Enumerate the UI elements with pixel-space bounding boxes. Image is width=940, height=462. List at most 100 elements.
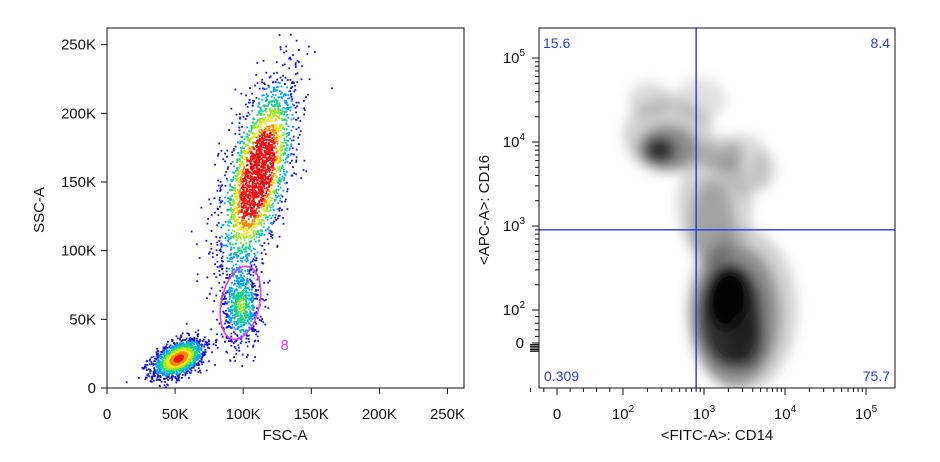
event-dot [242,280,244,283]
event-dot [276,127,278,130]
event-dot [268,279,271,282]
event-dot [243,279,246,282]
event-dot [267,139,270,141]
event-dot [240,335,243,338]
gate-percent-label: 8 [280,337,288,354]
event-dot [255,323,258,325]
event-dot [246,278,249,280]
event-dot [192,359,195,362]
event-dot [263,187,266,190]
event-dot [239,117,241,120]
event-dot [240,321,242,324]
event-dot [207,346,209,349]
event-dot [260,175,262,178]
event-dot [254,84,256,87]
event-dot [176,352,179,354]
event-dot [283,51,285,54]
event-dot [249,261,252,264]
event-dot [236,159,239,162]
event-dot [285,157,288,159]
event-dot [279,124,282,127]
event-dot [302,169,305,171]
event-dot [257,105,259,108]
event-dot [272,128,275,131]
event-dot [256,144,258,146]
event-dot [196,334,199,336]
event-dot [258,214,260,217]
event-dot [157,379,160,381]
event-dot [252,218,255,221]
event-dot [187,332,190,335]
event-dot [232,189,235,191]
event-dot [285,50,288,53]
event-dot [233,165,236,168]
event-dot [258,98,261,101]
event-dot [175,345,177,347]
event-dot [273,179,276,182]
event-dot [288,90,290,93]
event-dot [216,254,218,256]
event-dot [231,189,234,191]
event-dot [167,375,170,378]
event-dot [217,184,220,187]
gate-ellipse[interactable] [214,263,267,343]
event-dot [249,150,252,153]
event-dot [289,56,291,59]
event-dot [196,347,199,349]
event-dot [273,109,275,112]
event-dot [233,326,236,329]
event-dot [191,344,193,346]
event-dot [253,148,256,150]
event-dot [295,111,297,114]
event-dot [266,136,269,138]
event-dot [168,349,170,352]
event-dot [249,237,252,240]
event-dot [246,164,249,166]
event-dot [198,357,201,359]
event-dot [253,238,256,241]
event-dot [270,191,273,194]
left-x-tick-label: 0 [103,406,111,423]
event-dot [204,336,206,339]
event-dot [251,199,254,202]
event-dot [247,226,250,228]
event-dot [215,344,217,347]
event-dot [184,363,187,365]
event-dot [256,119,259,121]
event-dot [246,273,249,276]
event-dot [236,275,238,277]
event-dot [247,231,250,234]
event-dot [191,341,194,344]
event-dot [288,97,291,100]
event-dot [253,222,256,225]
event-dot [287,94,290,96]
event-dot [269,178,271,181]
event-dot [286,107,289,110]
event-dot [245,250,248,253]
event-dot [275,89,278,92]
event-dot [252,297,255,300]
event-dot [260,229,263,232]
event-dot [216,244,219,246]
event-dot [247,159,249,162]
event-dot [238,325,241,328]
event-dot [303,107,305,110]
event-dot [232,202,235,204]
event-dot [236,289,238,292]
event-dot [226,209,229,212]
event-dot [241,294,243,297]
event-dot [275,176,278,179]
event-dot [269,174,271,177]
event-dot [286,154,289,157]
event-dot [212,310,215,313]
event-dot [193,360,196,363]
event-dot [245,180,248,182]
event-dot [238,350,241,352]
event-dot [287,106,290,109]
event-dot [245,242,248,244]
event-dot [189,336,192,339]
event-dot [234,253,237,255]
event-dot [264,170,267,173]
event-dot [220,250,222,253]
event-dot [266,195,269,198]
